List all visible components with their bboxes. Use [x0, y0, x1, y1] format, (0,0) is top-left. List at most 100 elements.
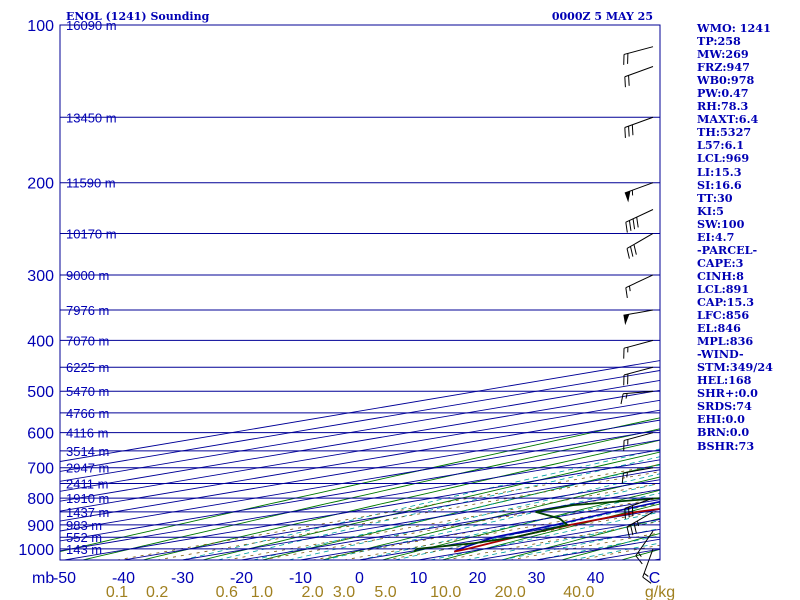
barb-feather	[628, 75, 630, 86]
height-label: 5470 m	[66, 384, 109, 399]
indices-panel: WMO: 1241 TP:258 MW:269 FRZ:947 WB0:978 PW:0.…	[697, 21, 800, 453]
moist-adiabat	[253, 464, 660, 560]
mixing-ratio-line	[157, 471, 660, 560]
mixing-ratio-tick-label: 1.0	[251, 584, 273, 600]
index-item: TP:258	[697, 34, 741, 49]
index-item: EI:4.7	[697, 229, 735, 244]
barb-half-feather	[643, 572, 649, 577]
barb-feather	[633, 244, 637, 255]
isotherm	[60, 389, 660, 492]
wind-barb	[621, 467, 654, 484]
wind-barb	[623, 309, 654, 326]
wind-barb	[623, 46, 654, 65]
index-item: CAP:15.3	[697, 294, 754, 309]
parcel-trace	[453, 500, 660, 553]
barb-shaft	[623, 46, 654, 55]
barb-shaft	[623, 309, 654, 316]
barb-shaft	[623, 467, 654, 474]
pressure-tick-label: 1000	[18, 542, 54, 559]
temperature-tick-label: 20	[469, 570, 487, 587]
wind-barb	[625, 209, 654, 233]
temperature-tick-label: 30	[528, 570, 546, 587]
barb-shaft	[626, 511, 654, 528]
height-label: 143 m	[66, 542, 102, 557]
moist-adiabat	[288, 473, 660, 560]
index-item: TH:5327	[697, 125, 752, 140]
wind-barb	[624, 182, 654, 203]
wind-barb	[623, 366, 654, 386]
barb-half-feather	[628, 285, 631, 292]
index-item: LCL:891	[697, 281, 750, 296]
pressure-axis-unit: mb	[32, 570, 54, 587]
barb-shaft	[642, 548, 654, 578]
isotherm	[60, 399, 660, 502]
barb-shaft	[635, 530, 654, 557]
temperature-tick-label: -40	[112, 570, 135, 587]
index-item: SI:16.6	[697, 177, 742, 192]
index-item: RH:78.3	[697, 99, 749, 114]
index-item: SHR+:0.0	[697, 386, 758, 401]
barb-feather	[624, 508, 626, 519]
isotherm	[60, 409, 660, 512]
index-item: KI:5	[697, 203, 724, 218]
wind-barb	[620, 390, 654, 405]
mixing-ratio-tick-label: 20.0	[495, 584, 526, 600]
isotherm	[123, 469, 660, 560]
wind-barb	[624, 116, 654, 138]
dry-adiabat	[60, 417, 660, 553]
wind-barb	[624, 66, 654, 88]
height-label: 9000 m	[66, 268, 109, 283]
barb-shaft	[623, 366, 654, 376]
wind-barb	[626, 511, 654, 538]
index-item: CINH:8	[697, 268, 744, 283]
mixing-ratio-line	[226, 482, 660, 560]
isotherm	[64, 459, 660, 560]
moist-adiabat	[182, 448, 660, 560]
index-item: MW:269	[697, 47, 749, 62]
barb-flag	[624, 190, 631, 203]
barb-shaft	[623, 339, 654, 349]
height-label: 1437 m	[66, 505, 109, 520]
wind-barb	[623, 432, 654, 451]
moist-adiabat	[394, 502, 660, 560]
index-item: LI:15.3	[697, 164, 742, 179]
height-label: 3514 m	[66, 444, 109, 459]
dry-adiabat	[441, 503, 660, 560]
index-item: TT:30	[697, 190, 733, 205]
barb-feather	[626, 526, 630, 538]
barb-shaft	[623, 390, 654, 395]
wind-barb	[624, 497, 654, 519]
isotherm	[60, 439, 660, 542]
barb-feather	[633, 522, 637, 534]
height-label: 13450 m	[66, 110, 117, 125]
barb-flag	[623, 314, 630, 326]
barb-feather	[625, 287, 628, 299]
wind-barb	[642, 548, 654, 584]
index-item: PW:0.47	[697, 86, 749, 101]
height-label: 1910 m	[66, 491, 109, 506]
mixing-ratio-tick-label: 0.6	[216, 584, 238, 600]
mixing-ratio-tick-label: 0.1	[106, 584, 128, 600]
index-item: MPL:836	[697, 334, 754, 349]
index-item: SRDS:74	[697, 399, 752, 414]
barb-shaft	[624, 116, 654, 128]
temperature-tick-label: -20	[230, 570, 253, 587]
index-item: LCL:969	[697, 151, 750, 166]
pressure-tick-label: 700	[27, 461, 54, 478]
index-item: L57:6.1	[697, 138, 745, 153]
temperature-tick-label: -30	[171, 570, 194, 587]
pressure-tick-label: 300	[27, 268, 54, 285]
barb-feather	[628, 506, 630, 518]
wind-barbs	[620, 46, 654, 584]
height-label: 983 m	[66, 518, 102, 533]
height-label: 4766 m	[66, 406, 109, 421]
barb-half-feather	[637, 552, 642, 557]
index-item: FRZ:947	[697, 60, 750, 75]
dry-adiabat	[501, 517, 660, 560]
barb-shaft	[623, 432, 654, 441]
pressure-tick-label: 200	[27, 176, 54, 193]
mixing-ratio-tick-label: 40.0	[563, 584, 594, 600]
dry-adiabat	[82, 428, 660, 560]
